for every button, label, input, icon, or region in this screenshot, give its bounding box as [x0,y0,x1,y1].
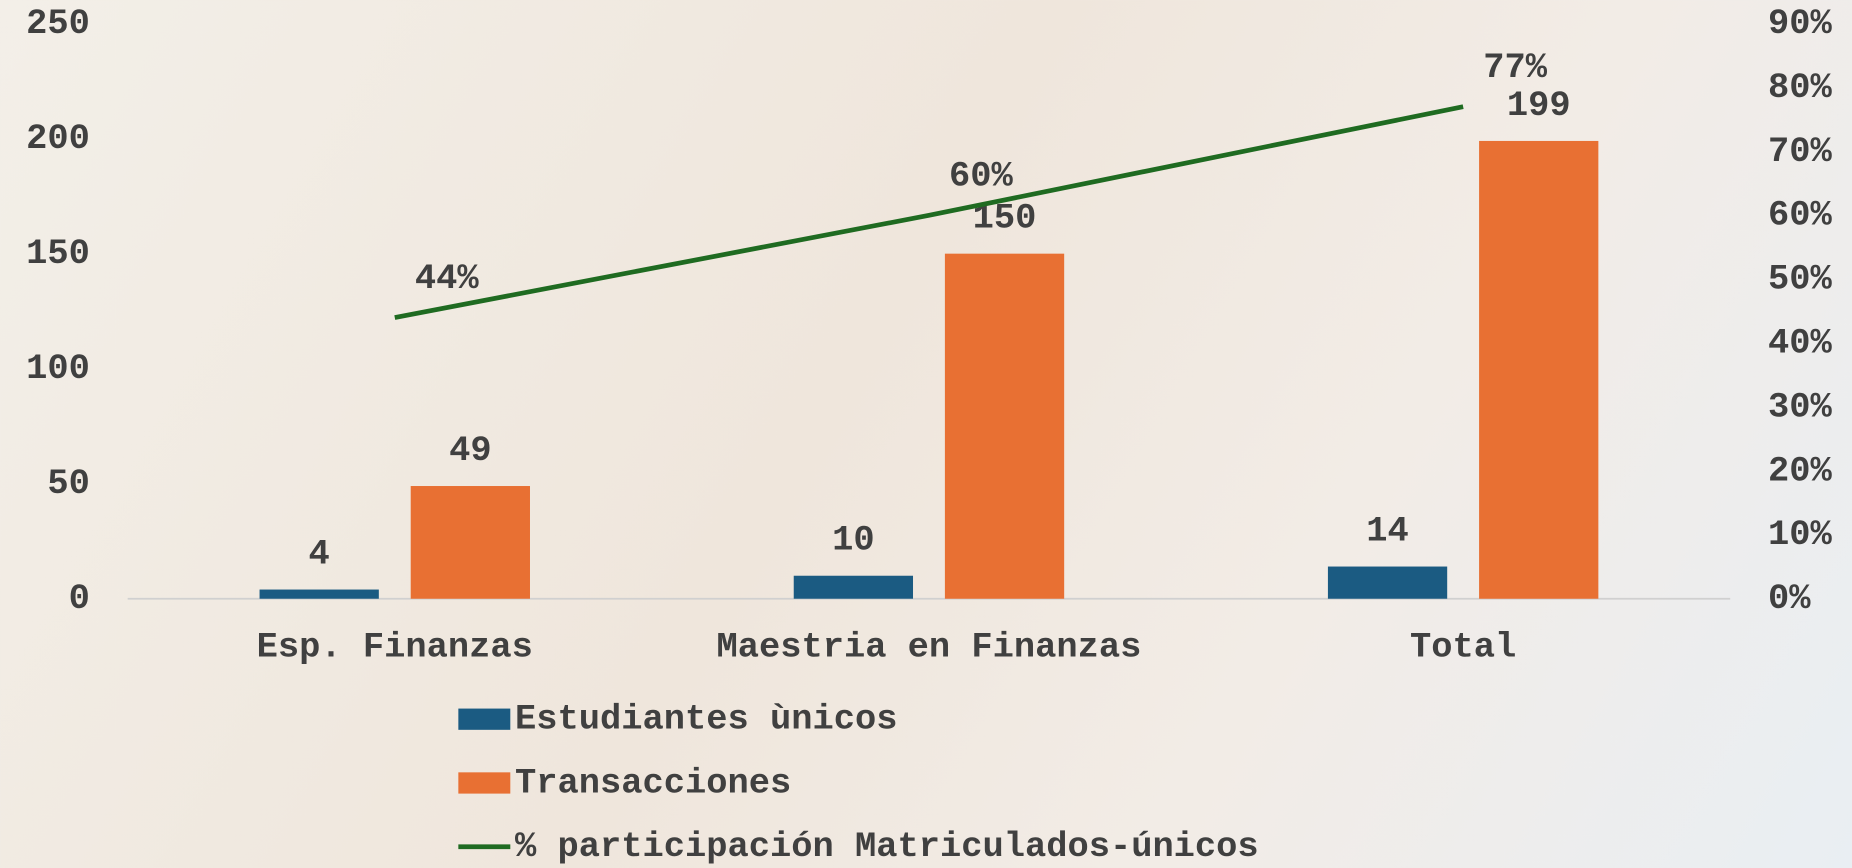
line-value-label: 60% [949,157,1013,197]
legend-label: Transacciones [515,763,791,803]
bar-value-label: 14 [1366,511,1409,551]
legend-label: % participación Matriculados-únicos [515,827,1259,867]
bar-value-label: 10 [832,521,875,561]
y2-tick-label: 70% [1768,132,1832,172]
x-tick-label: Esp. Finanzas [257,628,533,668]
y2-tick-label: 0% [1768,579,1811,619]
page: {"chart_data": {"type": "bar-line", "cat… [0,0,1852,868]
y-tick-label: 150 [26,234,90,274]
bar-value-label: 4 [309,534,330,574]
bar [945,254,1064,599]
bar-value-label: 199 [1507,86,1571,126]
y-tick-label: 50 [47,464,90,504]
line-value-label: 77% [1483,48,1547,88]
legend-swatch [458,772,510,793]
y-tick-label: 250 [26,4,90,44]
line-value-label: 44% [415,259,479,299]
legend-swatch [458,709,510,730]
bar [1479,141,1598,599]
y2-tick-label: 50% [1768,260,1832,300]
x-tick-label: Total [1410,628,1516,668]
y-tick-label: 200 [26,119,90,159]
line [395,107,1463,318]
legend-label: Estudiantes ùnicos [515,700,897,740]
y-tick-label: 100 [26,349,90,389]
y2-tick-label: 10% [1768,515,1832,555]
y-tick-label: 0 [69,579,90,619]
y2-tick-label: 20% [1768,451,1832,491]
x-tick-label: Maestria en Finanzas [716,628,1141,668]
y2-tick-label: 80% [1768,68,1832,108]
bar [1328,567,1447,599]
bar-value-label: 49 [449,431,492,471]
y2-tick-label: 30% [1768,387,1832,427]
y2-tick-label: 60% [1768,196,1832,236]
y2-tick-label: 40% [1768,323,1832,363]
bar [794,576,913,599]
bar [411,486,530,599]
chart: 0 50 100 150 200 250 0% 10% 20% 30% 40% 50% 60% 70% 80… [0,0,1852,868]
bar [260,590,379,599]
y2-tick-label: 90% [1768,4,1832,44]
